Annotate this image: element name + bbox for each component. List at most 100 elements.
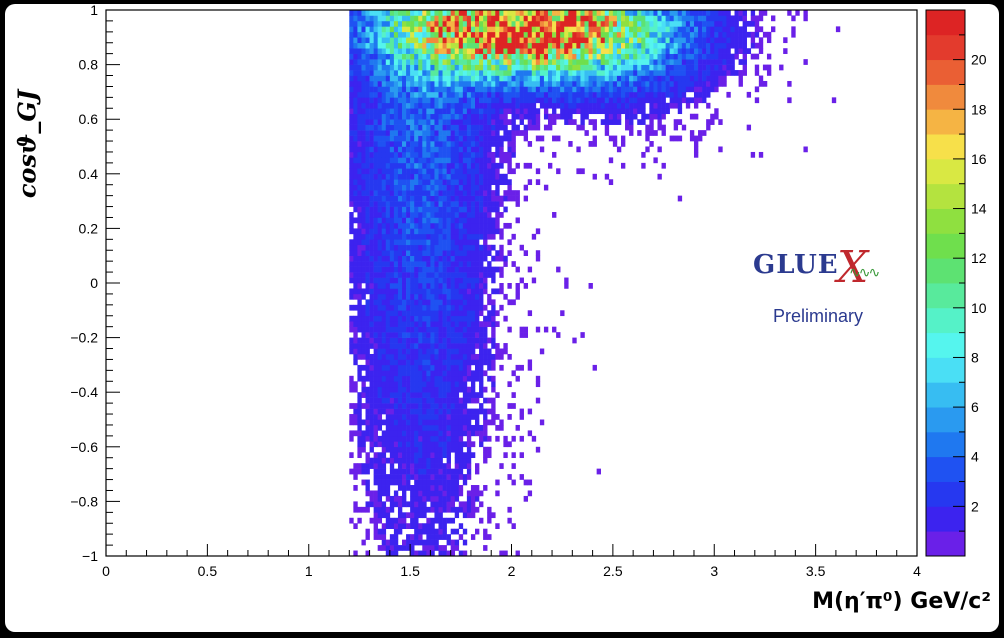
y-tick-label: 0.8: [79, 57, 99, 73]
heatmap-cell: [410, 332, 415, 338]
heatmap-cell: [353, 332, 358, 338]
heatmap-cell: [491, 255, 496, 262]
heatmap-cell: [531, 42, 537, 49]
heatmap-cell: [511, 15, 516, 22]
heatmap-cell: [357, 517, 362, 524]
heatmap-cell: [377, 42, 383, 49]
heatmap-cell: [466, 59, 472, 65]
heatmap-cell: [430, 321, 435, 327]
heatmap-cell: [491, 343, 496, 349]
heatmap-cell: [402, 59, 407, 65]
heatmap-cell: [462, 337, 468, 344]
heatmap-cell: [426, 424, 431, 431]
heatmap-cell: [483, 97, 488, 104]
heatmap-cell: [458, 168, 464, 175]
heatmap-cell: [535, 91, 541, 98]
heatmap-cell: [353, 283, 358, 289]
heatmap-cell: [373, 130, 378, 136]
heatmap-cell: [633, 80, 638, 87]
heatmap-cell: [389, 250, 395, 256]
heatmap-cell: [438, 430, 443, 437]
heatmap-cell: [406, 293, 411, 300]
heatmap-cell: [543, 26, 549, 33]
heatmap-cell: [389, 501, 395, 508]
heatmap-cell: [349, 277, 354, 284]
heatmap-cell: [426, 348, 431, 355]
heatmap-cell: [446, 266, 451, 273]
heatmap-cell: [515, 102, 520, 109]
heatmap-cell: [722, 31, 727, 38]
heatmap-cell: [758, 15, 764, 22]
heatmap-cell: [410, 424, 415, 431]
heatmap-cell: [483, 146, 488, 153]
heatmap-cell: [454, 343, 460, 349]
heatmap-cell: [483, 173, 488, 180]
heatmap-cell: [746, 31, 752, 38]
heatmap-cell: [414, 272, 419, 278]
heatmap-cell: [410, 86, 415, 93]
heatmap-cell: [758, 42, 764, 49]
heatmap-cell: [491, 359, 496, 366]
heatmap-cell: [442, 53, 447, 60]
heatmap-cell: [499, 91, 504, 98]
heatmap-cell: [410, 15, 415, 22]
heatmap-cell: [466, 97, 472, 104]
heatmap-cell: [418, 348, 423, 355]
heatmap-cell: [475, 293, 480, 300]
heatmap-cell: [377, 48, 383, 54]
heatmap-cell: [438, 359, 443, 366]
heatmap-cell: [499, 233, 504, 240]
heatmap-cell: [397, 37, 403, 44]
heatmap-cell: [689, 53, 695, 60]
heatmap-cell: [547, 119, 553, 125]
heatmap-cell: [389, 550, 395, 557]
heatmap-cell: [434, 206, 439, 213]
heatmap-cell: [511, 42, 516, 49]
heatmap-cell: [475, 419, 480, 426]
heatmap-cell: [645, 53, 650, 60]
heatmap-cell: [531, 277, 537, 284]
heatmap-cell: [665, 15, 670, 22]
heatmap-cell: [381, 364, 387, 371]
heatmap-cell: [479, 217, 484, 224]
heatmap-cell: [791, 26, 796, 33]
heatmap-cell: [466, 370, 472, 377]
heatmap-cell: [446, 517, 451, 524]
heatmap-cell: [353, 250, 358, 256]
heatmap-cell: [677, 91, 683, 98]
heatmap-cell: [653, 75, 658, 82]
heatmap-cell: [454, 414, 460, 420]
heatmap-cell: [381, 157, 387, 164]
heatmap-cell: [491, 381, 496, 388]
heatmap-cell: [402, 283, 407, 289]
heatmap-cell: [483, 53, 488, 60]
heatmap-cell: [414, 15, 419, 22]
heatmap-cell: [726, 48, 731, 54]
colorbar-segment: [926, 382, 965, 408]
heatmap-cell: [389, 468, 395, 475]
heatmap-cell: [475, 48, 480, 54]
heatmap-cell: [612, 80, 618, 87]
heatmap-cell: [608, 53, 614, 60]
heatmap-cell: [487, 59, 492, 65]
heatmap-cell: [677, 64, 683, 71]
heatmap-cell: [454, 255, 460, 262]
heatmap-cell: [462, 113, 468, 120]
heatmap-cell: [426, 545, 431, 551]
heatmap-cell: [616, 59, 622, 65]
heatmap-cell: [397, 222, 403, 229]
heatmap-cell: [734, 70, 739, 76]
heatmap-cell: [361, 184, 366, 191]
heatmap-cell: [426, 457, 431, 464]
heatmap-cell: [693, 37, 699, 44]
heatmap-cell: [426, 293, 431, 300]
heatmap-cell: [397, 501, 403, 508]
heatmap-cell: [519, 102, 524, 109]
heatmap-cell: [491, 135, 496, 142]
heatmap-cell: [353, 468, 358, 475]
heatmap-cell: [418, 446, 423, 453]
heatmap-cell: [357, 102, 362, 109]
heatmap-cell: [385, 15, 391, 22]
heatmap-cell: [377, 86, 383, 93]
heatmap-cell: [377, 113, 383, 120]
